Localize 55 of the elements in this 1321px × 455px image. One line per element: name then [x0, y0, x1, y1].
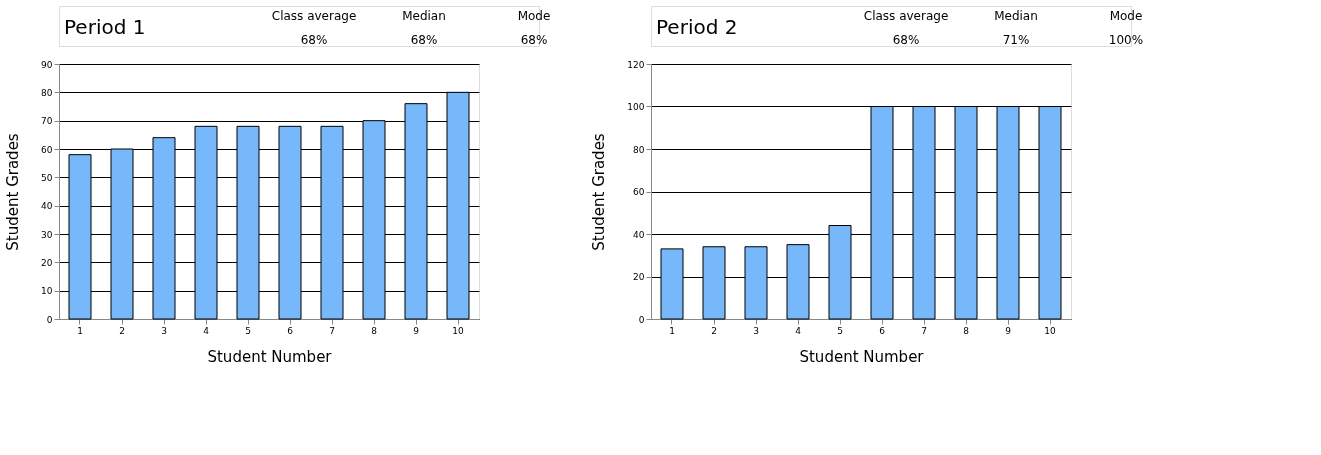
y-tick-label: 60 — [633, 187, 645, 197]
text: Class average — [271, 9, 357, 23]
text: Median — [994, 9, 1038, 23]
x-tick-label: 2 — [711, 325, 717, 336]
chart-title: Period 1 — [64, 15, 146, 39]
y-tick-label: 90 — [41, 59, 53, 70]
text: Mode — [1109, 9, 1143, 23]
y-tick-label: 70 — [41, 116, 53, 127]
x-axis-title: Student Number — [207, 347, 333, 366]
x-tick-label: 5 — [245, 325, 251, 336]
x-tick-label: 7 — [921, 325, 927, 336]
y-tick-label: 60 — [41, 144, 53, 155]
y-tick-label: 80 — [633, 144, 645, 155]
text: 71% — [1002, 33, 1030, 47]
y-tick-label: 80 — [41, 87, 53, 98]
x-tick-label: 1 — [669, 325, 675, 336]
y-axis-title: Student Grades — [590, 133, 609, 251]
x-tick-label: 10 — [452, 325, 464, 336]
y-tick-label: 10 — [41, 286, 53, 297]
chart-title: Period 2 — [656, 15, 738, 39]
y-tick-label: 0 — [638, 314, 645, 325]
y-tick-label: 20 — [41, 257, 53, 268]
text: 68% — [520, 33, 548, 47]
x-tick-label: 6 — [287, 325, 294, 336]
x-tick-label: 7 — [329, 325, 335, 336]
y-tick-label: 120 — [627, 59, 645, 70]
x-tick-label: 4 — [795, 325, 802, 336]
text: 68% — [410, 33, 438, 47]
x-tick-label: 8 — [963, 325, 970, 336]
x-tick-label: 2 — [119, 325, 125, 336]
y-tick-label: 20 — [633, 272, 645, 282]
y-tick-label: 40 — [41, 201, 53, 212]
y-axis-title: Student Grades — [4, 133, 23, 251]
y-tick-label: 100 — [627, 102, 645, 112]
x-tick-label: 3 — [753, 325, 759, 336]
x-tick-label: 5 — [837, 325, 843, 336]
x-axis-title: Student Number — [799, 347, 925, 366]
y-tick-label: 40 — [633, 229, 645, 240]
text: Mode — [517, 9, 551, 23]
x-tick-label: 1 — [77, 325, 83, 336]
x-tick-label: 3 — [161, 325, 167, 336]
text: Class average — [863, 9, 949, 23]
x-tick-label: 10 — [1044, 325, 1056, 336]
x-tick-label: 8 — [371, 325, 378, 336]
text: Median — [402, 9, 446, 23]
text: 68% — [892, 33, 920, 47]
text: 68% — [300, 33, 328, 47]
y-tick-label: 30 — [41, 229, 53, 240]
y-tick-label: 50 — [41, 172, 53, 183]
y-tick-label: 0 — [46, 314, 53, 325]
x-tick-label: 4 — [203, 325, 210, 336]
x-tick-label: 9 — [413, 325, 420, 336]
x-tick-label: 9 — [1005, 325, 1012, 336]
text: 100% — [1108, 33, 1144, 47]
x-tick-label: 6 — [879, 325, 886, 336]
